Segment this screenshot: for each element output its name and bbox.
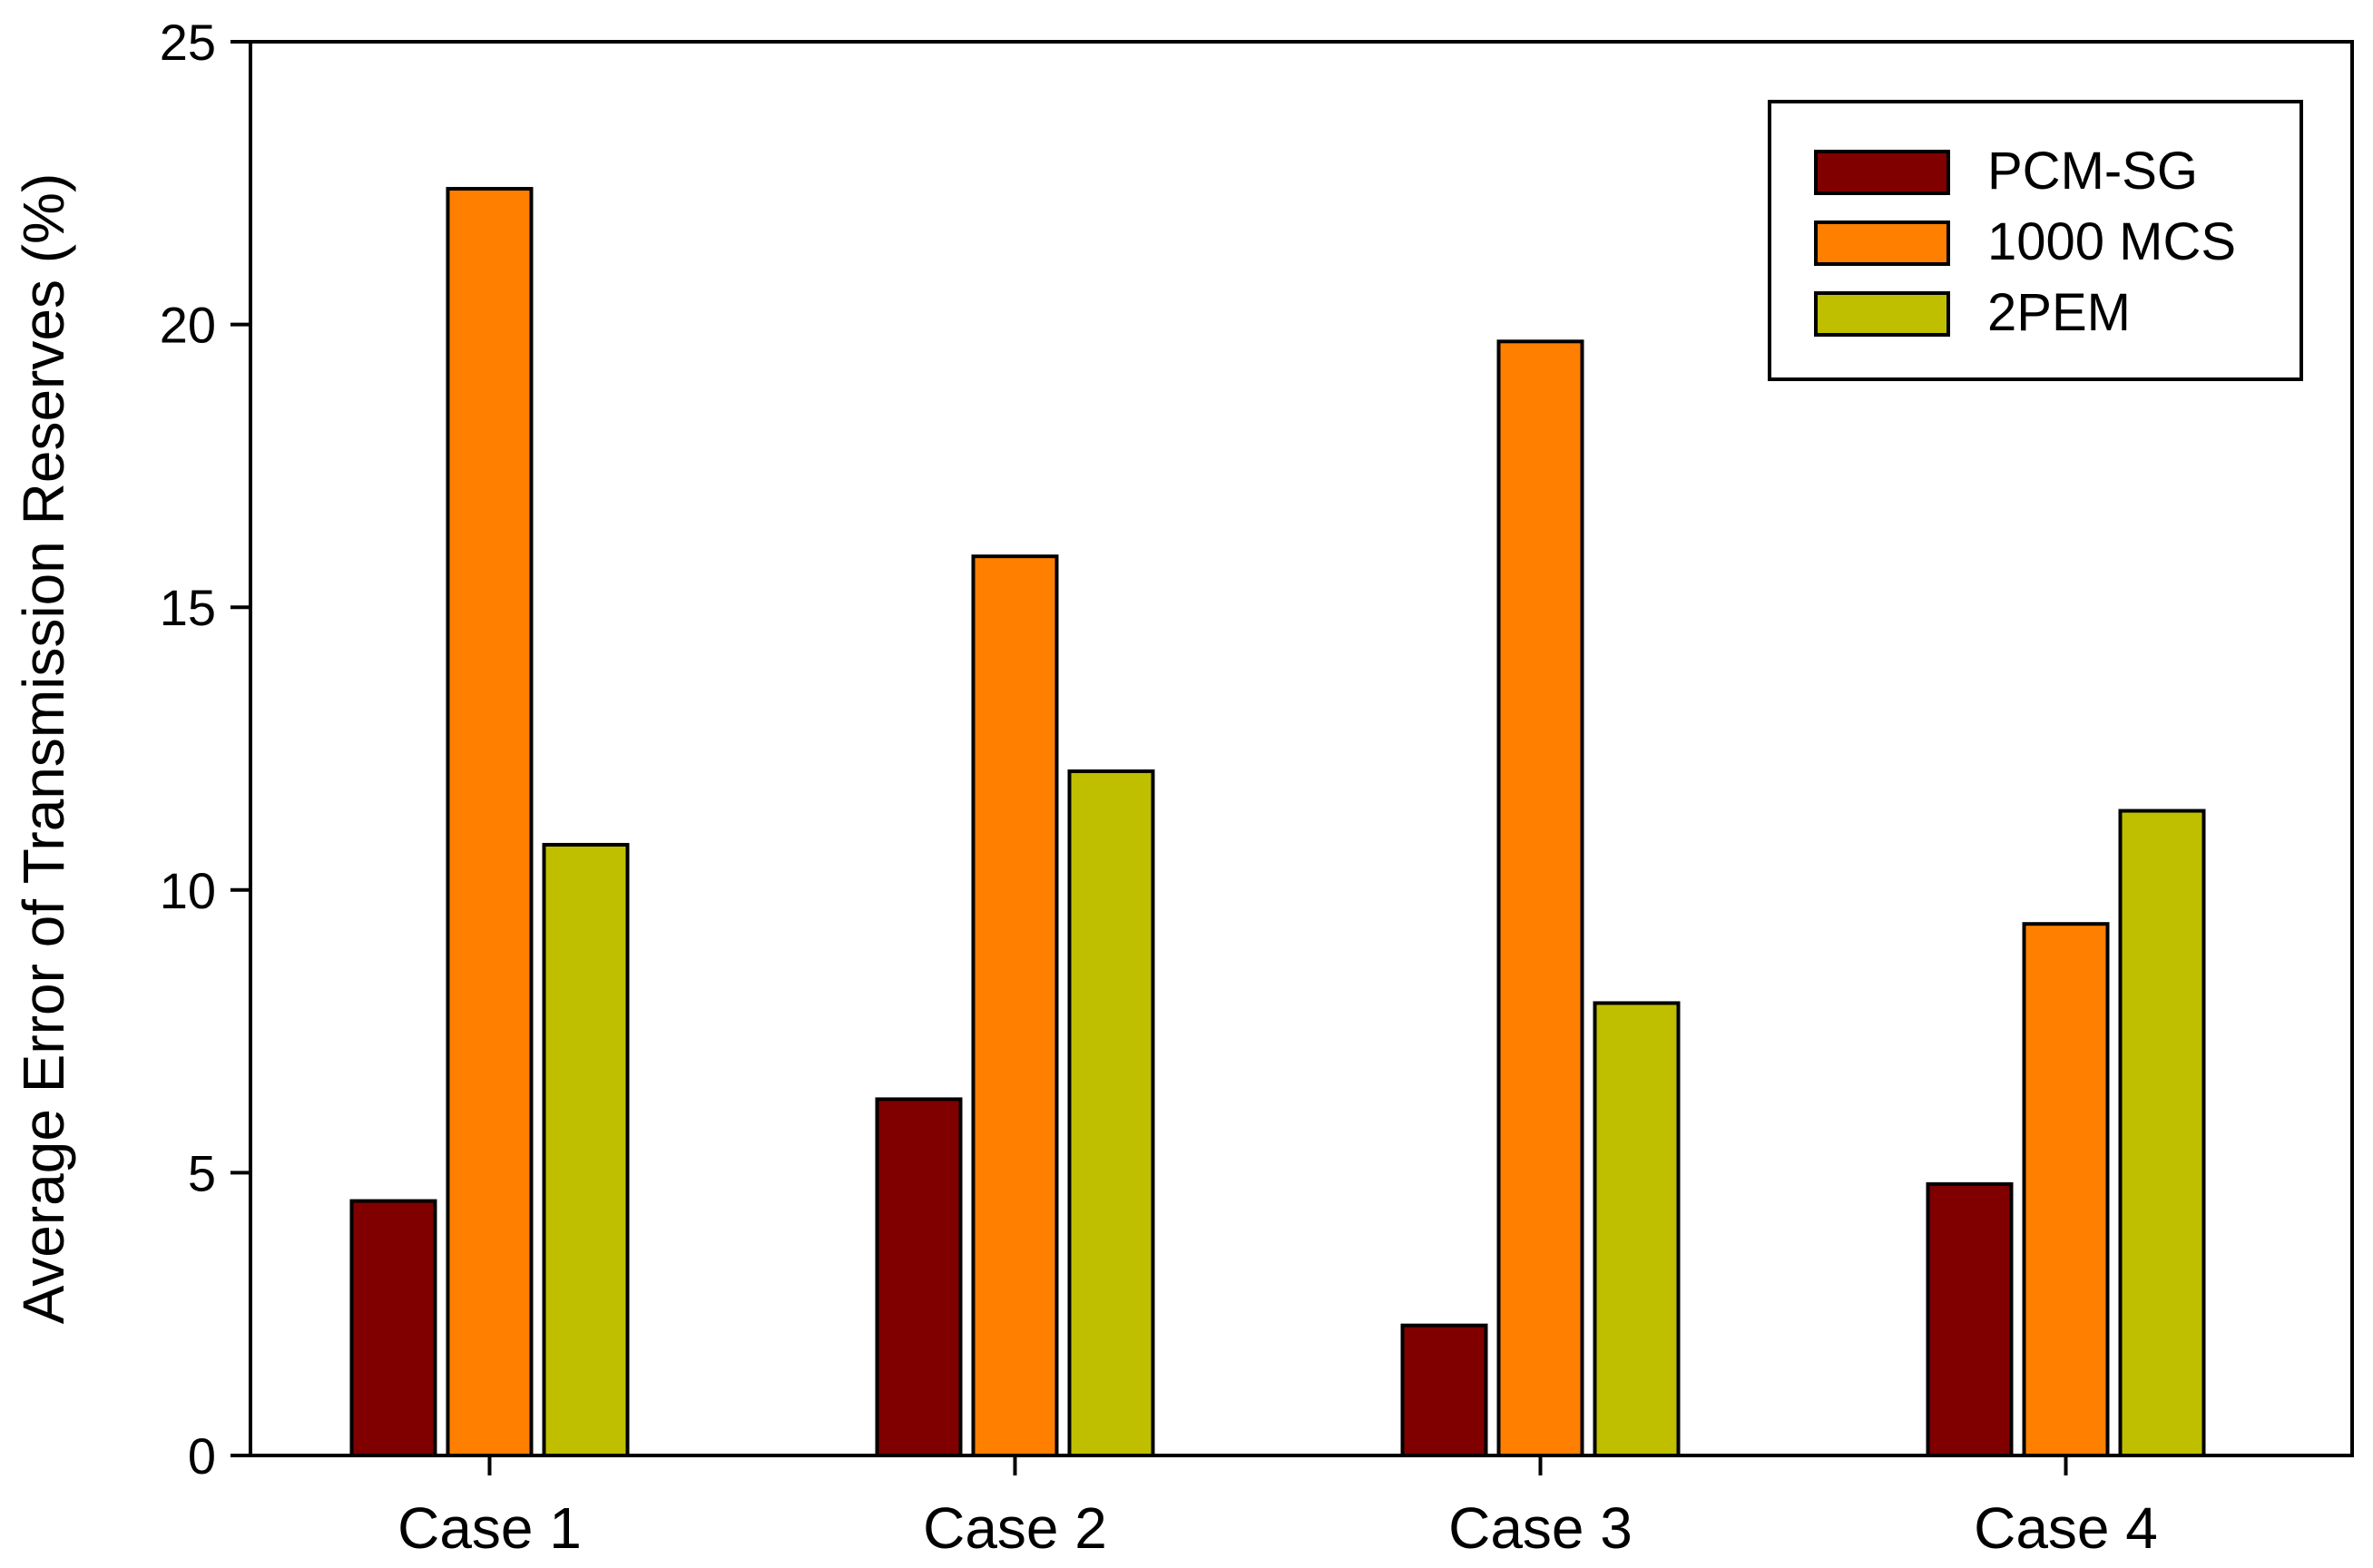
x-tick-label: Case 4 — [1974, 1495, 2158, 1561]
bar-2pem-1 — [542, 842, 630, 1457]
y-tick-label: 5 — [188, 1144, 216, 1201]
x-tick-label: Case 1 — [397, 1495, 582, 1561]
x-tick-label: Case 3 — [1448, 1495, 1633, 1561]
bar-1000-mcs-1 — [446, 187, 534, 1458]
legend-swatch — [1814, 150, 1950, 195]
legend-label: 2PEM — [1987, 283, 2131, 342]
bar-1000-mcs-2 — [971, 554, 1059, 1457]
legend-label: PCM-SG — [1987, 142, 2198, 201]
y-tick-label: 10 — [160, 862, 216, 919]
bar-2pem-3 — [1593, 1001, 1681, 1457]
bar-pcm-sg-4 — [1926, 1181, 2014, 1457]
x-tick-label: Case 2 — [923, 1495, 1107, 1561]
bar-1000-mcs-3 — [1496, 339, 1584, 1457]
x-axis: Case 1 Case 2 Case 3 Case 4 — [397, 1455, 2158, 1561]
legend-swatch — [1814, 220, 1950, 266]
bar-1000-mcs-4 — [2022, 922, 2110, 1457]
y-tick-label: 15 — [160, 579, 216, 636]
bar-series — [349, 187, 2206, 1458]
bar-pcm-sg-3 — [1400, 1323, 1488, 1457]
y-axis: 0 5 10 15 20 25 — [160, 14, 250, 1485]
y-tick-label: 0 — [188, 1427, 216, 1485]
bar-2pem-4 — [2118, 808, 2206, 1457]
bar-2pem-2 — [1067, 769, 1155, 1457]
y-tick-label: 20 — [160, 297, 216, 354]
bar-pcm-sg-1 — [349, 1199, 437, 1458]
y-tick-label: 25 — [160, 14, 216, 71]
legend: PCM-SG 1000 MCS 2PEM — [1768, 100, 2303, 381]
y-axis-label: Average Error of Transmission Reserves (… — [11, 173, 76, 1325]
plot-frame — [249, 40, 2354, 1457]
legend-swatch — [1814, 291, 1950, 337]
bar-pcm-sg-2 — [875, 1097, 963, 1458]
legend-label: 1000 MCS — [1987, 212, 2236, 271]
